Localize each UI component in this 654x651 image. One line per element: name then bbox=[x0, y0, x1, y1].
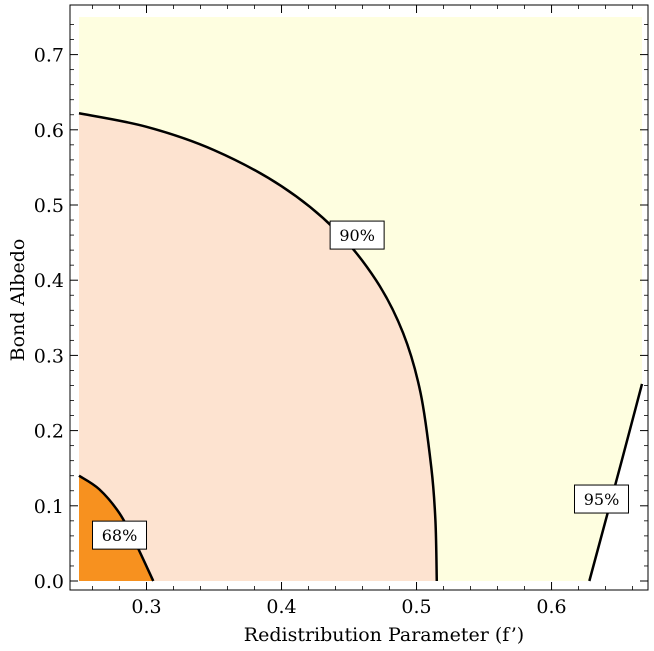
x-tick-label-0-5: 0.5 bbox=[401, 596, 431, 618]
contour-line-90 bbox=[78, 112, 439, 582]
x-tick-label-0-3: 0.3 bbox=[131, 596, 161, 618]
y-tick-label-0-0: 0.0 bbox=[34, 571, 64, 593]
y-tick-label-0-4: 0.4 bbox=[34, 270, 64, 292]
x-axis-label: Redistribution Parameter (f’) bbox=[244, 624, 524, 646]
y-tick-label-0-7: 0.7 bbox=[34, 45, 64, 67]
contour-label-box-90 bbox=[329, 220, 385, 250]
contour-label-95: 95% bbox=[584, 490, 620, 509]
contour-label-box-95 bbox=[573, 484, 629, 514]
contour-line-68 bbox=[78, 474, 155, 582]
region-outside-95 bbox=[589, 383, 642, 581]
contour-label-68: 68% bbox=[102, 526, 138, 545]
contour-label-box-68 bbox=[92, 520, 148, 550]
y-tick-label-0-1: 0.1 bbox=[34, 496, 64, 518]
x-tick-label-0-4: 0.4 bbox=[266, 596, 296, 618]
contour-label-90: 90% bbox=[339, 226, 375, 245]
y-axis-label: Bond Albedo bbox=[7, 239, 29, 362]
y-tick-label-0-2: 0.2 bbox=[34, 421, 64, 443]
x-tick-label-0-6: 0.6 bbox=[536, 596, 566, 618]
region-90 bbox=[79, 113, 437, 582]
y-tick-label-0-5: 0.5 bbox=[34, 195, 64, 217]
plot-frame bbox=[69, 4, 649, 591]
y-tick-label-0-3: 0.3 bbox=[34, 345, 64, 367]
y-tick-label-0-6: 0.6 bbox=[34, 120, 64, 142]
